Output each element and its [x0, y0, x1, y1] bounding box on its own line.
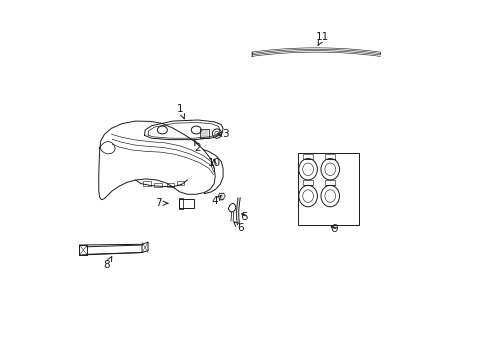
- Bar: [179, 198, 183, 209]
- Bar: [154, 183, 162, 187]
- Text: 9: 9: [330, 224, 337, 234]
- Text: 1: 1: [177, 104, 184, 119]
- Bar: [325, 154, 335, 158]
- Bar: [303, 154, 312, 158]
- Bar: [325, 180, 335, 185]
- Bar: [166, 183, 174, 187]
- Text: 6: 6: [233, 222, 244, 233]
- Bar: [303, 180, 312, 185]
- Text: 2: 2: [194, 140, 201, 153]
- Text: 7: 7: [155, 198, 167, 208]
- Text: 3: 3: [217, 129, 229, 139]
- Bar: [298, 153, 358, 225]
- Text: 5: 5: [241, 212, 247, 222]
- Bar: [179, 199, 193, 207]
- Text: 10: 10: [207, 158, 220, 168]
- Text: 4: 4: [211, 195, 221, 206]
- Bar: [176, 181, 184, 185]
- Text: 8: 8: [103, 257, 112, 270]
- Bar: [142, 181, 150, 186]
- Text: 11: 11: [315, 32, 328, 45]
